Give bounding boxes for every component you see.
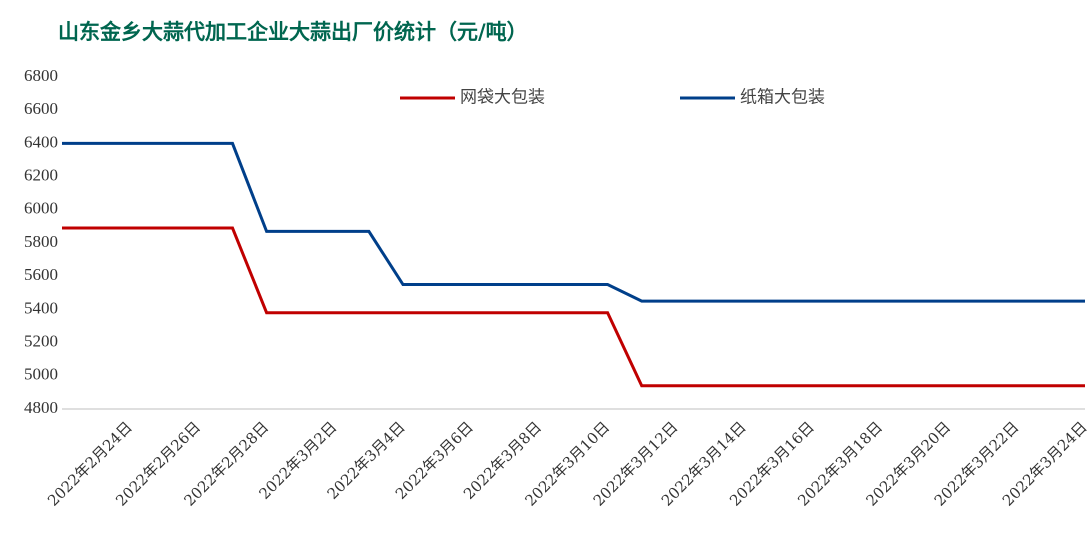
legend-label: 网袋大包装: [460, 88, 545, 108]
y-tick-label: 5800: [24, 232, 58, 251]
y-tick-label: 5600: [24, 265, 58, 284]
y-tick-label: 5400: [24, 298, 58, 317]
chart-title: 山东金乡大蒜代加工企业大蒜出厂价统计（元/吨）: [58, 20, 528, 44]
y-tick-label: 4800: [24, 398, 58, 417]
y-tick-label: 6800: [24, 66, 58, 85]
y-tick-label: 6400: [24, 132, 58, 151]
y-tick-label: 5200: [24, 332, 58, 351]
series-line: [62, 141, 1085, 303]
y-tick-label: 6000: [24, 199, 58, 218]
series-line: [62, 226, 1085, 388]
legend-label: 纸箱大包装: [740, 88, 825, 108]
y-tick-label: 6200: [24, 166, 58, 185]
y-tick-label: 5000: [24, 365, 58, 384]
y-tick-label: 6600: [24, 99, 58, 118]
